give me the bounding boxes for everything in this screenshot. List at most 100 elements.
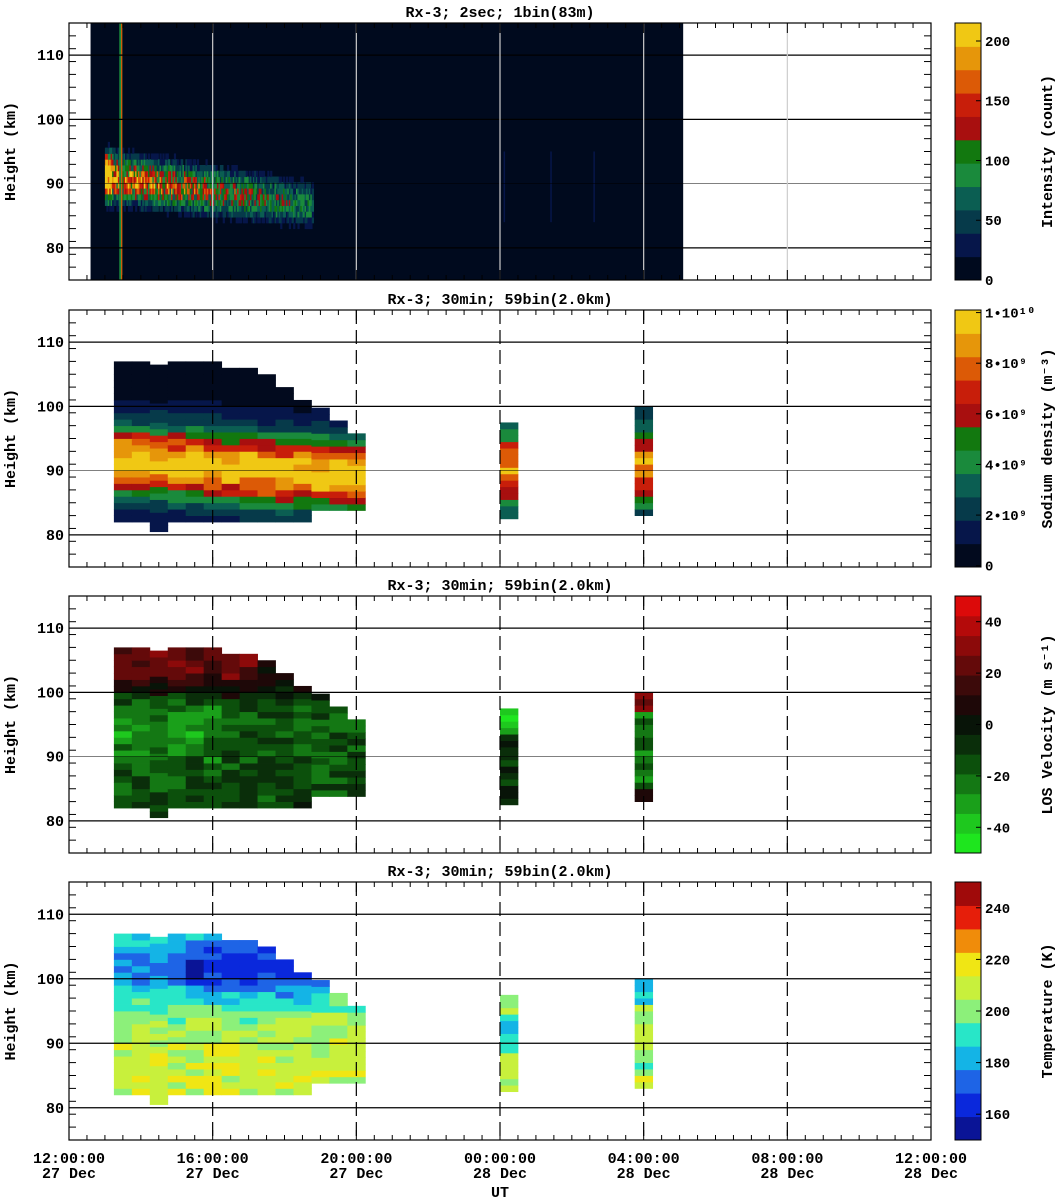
data-cell [113,464,133,472]
intensity-cell [150,153,154,160]
intensity-cell [199,193,202,201]
intensity-cell [136,193,139,201]
intensity-cell [280,205,283,212]
intensity-cell [104,153,108,160]
intensity-cell [248,193,251,201]
intensity-cell [300,217,303,224]
intensity-cell [241,176,244,183]
data-cell [239,972,258,980]
intensity-cell [280,182,283,189]
intensity-cell [179,193,182,201]
intensity-cell [237,193,240,201]
data-cell [257,1088,276,1096]
data-cell [221,653,241,661]
data-cell [167,451,187,459]
intensity-cell [274,188,277,195]
intensity-cell [117,147,121,154]
data-cell [185,387,205,394]
intensity-cell [275,188,279,195]
data-cell [131,1023,151,1031]
intensity-cell [143,182,146,189]
intensity-cell [195,205,198,212]
intensity-cell [310,222,313,230]
data-cell [221,1049,241,1057]
data-cell [149,759,169,767]
intensity-cell [155,188,158,195]
data-cell [131,775,151,783]
data-cell [293,985,312,993]
data-cell [185,464,205,472]
intensity-cell [162,159,165,166]
data-cell [113,477,133,484]
intensity-cell [264,211,267,218]
intensity-cell [172,193,175,201]
data-cell [131,801,151,809]
intensity-cell [165,193,168,201]
intensity-cell [288,188,292,195]
intensity-cell [281,211,284,218]
intensity-cell [273,193,276,201]
data-cell [149,371,169,378]
intensity-cell [221,193,224,201]
colorbar-tick-label: 180 [985,1057,1010,1073]
intensity-cell [185,205,188,212]
intensity-cell [250,182,253,189]
intensity-cell [159,199,162,206]
data-cell [149,409,169,417]
intensity-cell [183,170,187,178]
intensity-cell [173,182,177,189]
data-cell [311,1038,330,1045]
data-cell [275,1049,294,1057]
intensity-cell [109,182,112,189]
data-cell [185,1049,205,1057]
intensity-cell [114,199,118,206]
intensity-cell [277,193,280,201]
data-cell [329,732,348,740]
data-cell [293,1062,312,1070]
intensity-cell [132,188,135,195]
intensity-cell [168,199,171,206]
data-cell [329,745,348,752]
intensity-cell [126,193,129,201]
data-cell [149,772,169,780]
intensity-cell [261,199,264,206]
colorbar-segment [955,734,981,755]
colorbar-segment [955,23,981,47]
data-cell [311,712,330,720]
intensity-cell [219,164,223,172]
data-cell [149,435,169,443]
intensity-cell [224,170,227,178]
intensity-cell [308,188,312,195]
data-cell [113,933,133,941]
intensity-cell [306,199,309,206]
intensity-cell [107,159,110,166]
intensity-cell [195,176,198,183]
intensity-cell [257,205,260,212]
intensity-cell [298,193,302,201]
data-cell [149,377,169,385]
intensity-cell [267,193,270,201]
intensity-cell [172,170,175,178]
y-tick-label: 100 [37,399,64,416]
data-cell [257,477,276,484]
intensity-cell [188,170,191,178]
intensity-cell [186,199,190,206]
intensity-cell [232,170,235,178]
intensity-cell [231,193,234,201]
intensity-cell [168,193,171,201]
data-cell [221,940,241,947]
intensity-cell [169,170,172,178]
data-cell [239,496,258,504]
intensity-cell [106,199,109,206]
intensity-cell [173,153,177,160]
data-cell [311,783,330,791]
data-cell [257,1036,276,1044]
data-cell [311,1070,330,1078]
data-cell [131,666,151,674]
intensity-cell [306,222,309,230]
intensity-cell [135,188,138,195]
data-cell [311,439,330,447]
data-cell [293,399,312,407]
intensity-cell [156,159,159,166]
intensity-cell [308,222,312,230]
